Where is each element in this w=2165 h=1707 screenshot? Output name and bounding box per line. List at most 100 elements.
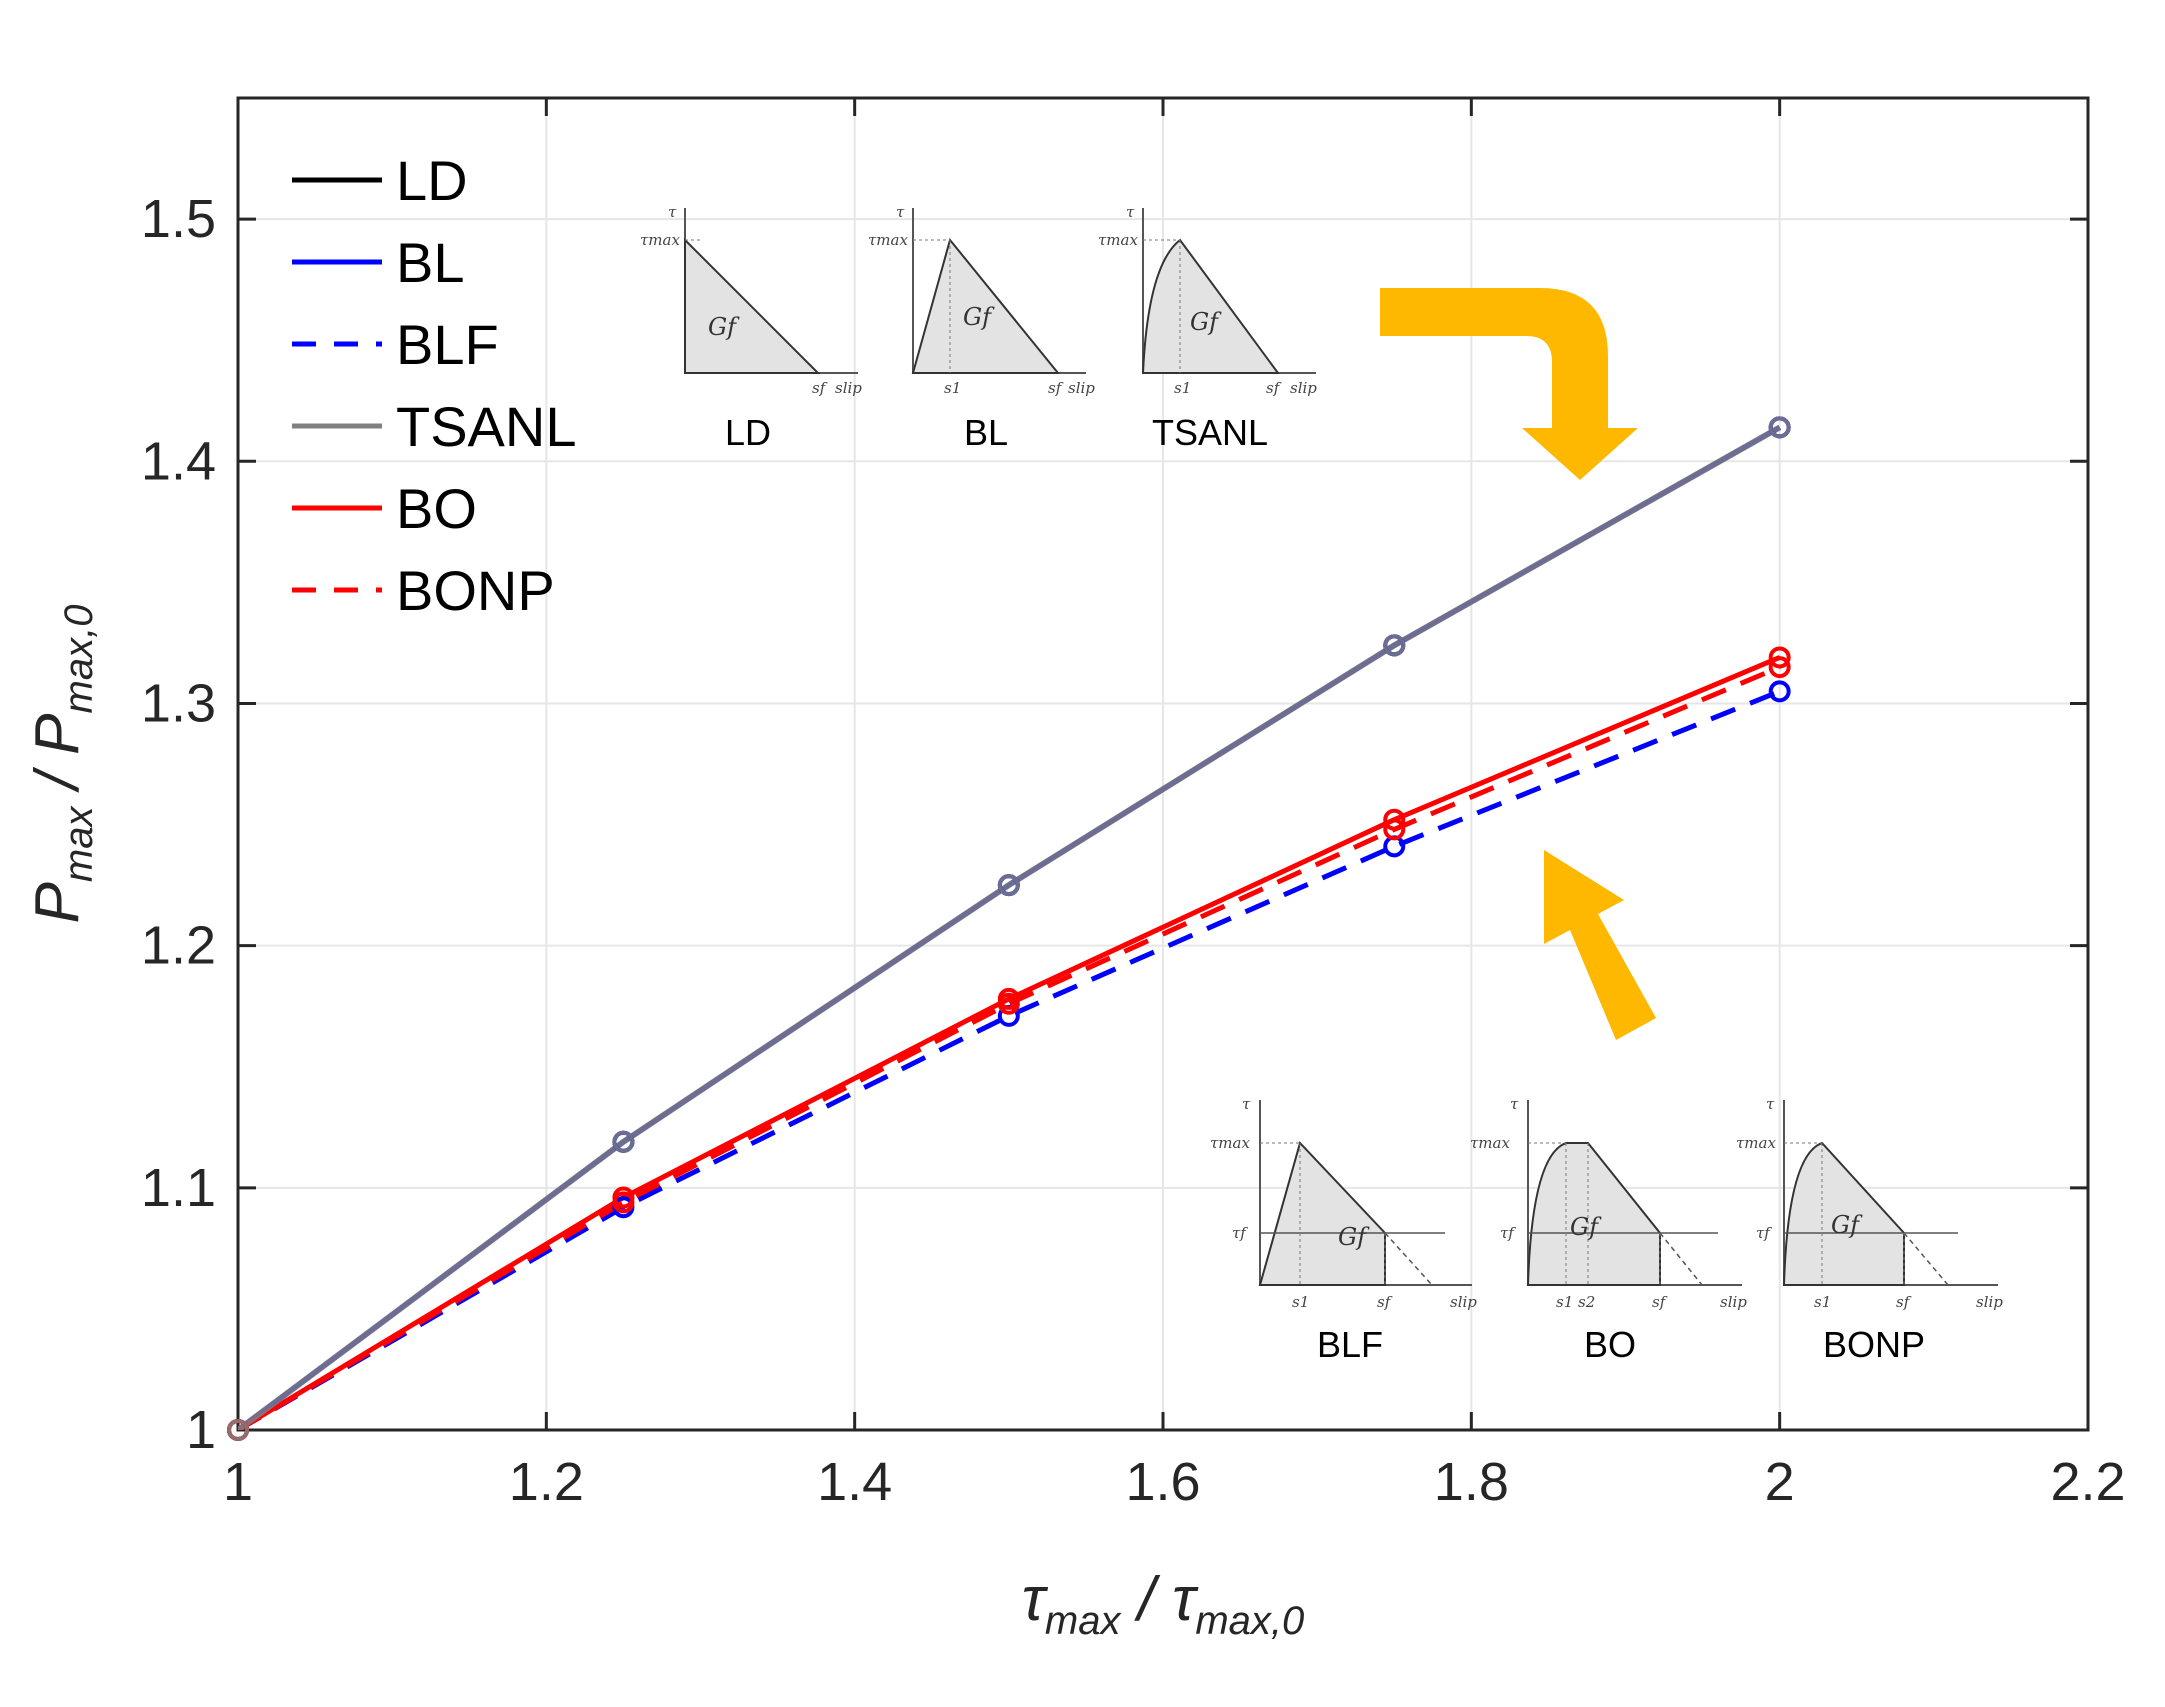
straight-arrow-up <box>1544 850 1656 1040</box>
inset-tsanl-s1: s1 <box>1174 379 1191 397</box>
y-tick-label: 1.2 <box>141 916 216 976</box>
x-tick-label: 1.6 <box>1125 1452 1200 1512</box>
inset-blf-tf: τf <box>1232 1224 1248 1242</box>
y-tick-label: 1.5 <box>141 189 216 249</box>
inset-ld-gf: Gf <box>708 313 740 341</box>
y-tick-label: 1.4 <box>141 431 216 491</box>
inset-bl-slip: slip <box>1068 379 1095 397</box>
y-label-sub: max <box>57 805 101 883</box>
point-bo <box>1383 808 1406 831</box>
inset-bo-gf: Gf <box>1570 1213 1602 1241</box>
x-label-main2: τ <box>1172 1565 1199 1634</box>
inset-tsanl: τ τmax Gf s1 sf slip TSANL <box>1098 203 1317 453</box>
point-bo <box>612 1186 635 1209</box>
inset-bonp-tau: τ <box>1766 1095 1775 1113</box>
inset-bonp-tmax: τmax <box>1736 1134 1776 1152</box>
inset-bo-curve <box>1526 1142 1661 1286</box>
inset-ld-caption: LD <box>725 412 771 453</box>
series-line-bo <box>238 655 1781 1430</box>
point-tsanl <box>1768 416 1791 439</box>
y-tick-label: 1 <box>186 1400 216 1460</box>
point-tsanl <box>227 1419 249 1441</box>
inset-bl-s1: s1 <box>944 379 961 397</box>
x-label-sub2: max,0 <box>1195 1599 1304 1643</box>
inset-bl-sf: sf <box>1048 379 1064 397</box>
point-tsanl <box>1383 634 1406 657</box>
series-line-tsanl <box>238 424 1782 1430</box>
inset-bl: τ τmax Gf s1 sf slip BL <box>868 203 1095 453</box>
inset-bl-gf: Gf <box>963 303 995 331</box>
inset-tsanl-slip: slip <box>1290 379 1317 397</box>
legend-label-bo: BO <box>396 477 477 540</box>
legend-label-bonp: BONP <box>396 559 555 622</box>
inset-bonp: τ τmax τf Gf s1 sf slip BONP <box>1736 1095 2003 1365</box>
inset-ld-tmax: τmax <box>640 231 680 249</box>
x-tick-label: 2.2 <box>2050 1452 2125 1512</box>
x-label-sub: max <box>1045 1599 1123 1643</box>
inset-tsanl-gf: Gf <box>1190 308 1222 336</box>
inset-ld-tau: τ <box>668 203 677 221</box>
inset-bo-tau: τ <box>1510 1095 1519 1113</box>
legend: LD BL BLF TSANL BO BONP <box>292 149 577 622</box>
point-bo <box>1768 646 1791 669</box>
inset-bo-caption: BO <box>1584 1324 1636 1365</box>
y-tick-label: 1.1 <box>141 1158 216 1218</box>
x-tick-label: 1 <box>223 1452 253 1512</box>
x-tick-label: 1.2 <box>509 1452 584 1512</box>
inset-bonp-softening-tail <box>1903 1232 1949 1286</box>
curved-arrow-down <box>1380 288 1638 480</box>
inset-blf-tau: τ <box>1242 1095 1251 1113</box>
inset-bonp-sf: sf <box>1896 1293 1912 1311</box>
inset-bonp-s1: s1 <box>1814 1293 1831 1311</box>
inset-tsanl-tmax: τmax <box>1098 231 1138 249</box>
inset-tsanl-caption: TSANL <box>1152 412 1268 453</box>
series-line-blf <box>238 689 1781 1430</box>
x-tick-label: 1.8 <box>1434 1452 1509 1512</box>
legend-label-blf: BLF <box>396 313 499 376</box>
inset-bo-tmax: τmax <box>1470 1134 1510 1152</box>
point-bonp <box>1768 656 1791 679</box>
inset-ld-curve <box>684 237 821 374</box>
x-tick-label: 1.4 <box>817 1452 892 1512</box>
inset-blf: τ τmax τf Gf s1 sf slip BLF <box>1210 1095 1477 1365</box>
inset-blf-tmax: τmax <box>1210 1134 1250 1152</box>
inset-ld-sf: sf <box>812 379 828 397</box>
markers-layer <box>227 416 1791 1441</box>
inset-bl-tau: τ <box>896 203 905 221</box>
point-tsanl <box>997 874 1020 897</box>
x-label-main: τ <box>1022 1565 1049 1634</box>
inset-bo-softening-tail <box>1659 1232 1703 1286</box>
inset-tsanl-tau: τ <box>1126 203 1135 221</box>
inset-bl-curve <box>911 237 1061 374</box>
inset-bl-caption: BL <box>964 412 1008 453</box>
series-layer <box>238 424 1782 1430</box>
inset-blf-s1: s1 <box>1292 1293 1309 1311</box>
x-label-sep: / <box>1120 1565 1172 1634</box>
x-tick-label: 2 <box>1765 1452 1795 1512</box>
inset-bonp-gf: Gf <box>1831 1211 1863 1239</box>
y-label-sep: / <box>23 755 92 807</box>
inset-ld: τ τmax Gf sf slip LD <box>640 203 862 453</box>
point-bo <box>997 987 1020 1010</box>
y-label-main: P <box>23 882 92 923</box>
inset-bo-slip: slip <box>1720 1293 1747 1311</box>
inset-bonp-slip: slip <box>1976 1293 2003 1311</box>
tick-labels: 1 1.2 1.4 1.6 1.8 2 2.2 1 1.1 1.2 1.3 1.4 1.5 <box>141 189 2126 1512</box>
inset-ld-slip: slip <box>835 379 862 397</box>
inset-blf-caption: BLF <box>1317 1324 1383 1365</box>
x-axis-label: τmax / τmax,0 <box>1022 1565 1305 1643</box>
y-label-main2: P <box>23 713 92 754</box>
y-tick-label: 1.3 <box>141 673 216 733</box>
inset-blf-sf: sf <box>1377 1293 1393 1311</box>
point-bonp <box>1383 818 1406 841</box>
inset-bonp-tf: τf <box>1756 1224 1772 1242</box>
legend-label-ld: LD <box>396 149 468 212</box>
inset-bo: τ τmax τf Gf s1 s2 sf slip BO <box>1470 1095 1747 1365</box>
inset-blf-slip: slip <box>1450 1293 1477 1311</box>
y-label-sub2: max,0 <box>57 605 101 714</box>
point-tsanl <box>612 1130 635 1153</box>
inset-blf-gf: Gf <box>1338 1223 1370 1251</box>
inset-blf-softening-tail <box>1384 1232 1433 1286</box>
legend-label-bl: BL <box>396 231 465 294</box>
inset-bo-sf: sf <box>1652 1293 1668 1311</box>
